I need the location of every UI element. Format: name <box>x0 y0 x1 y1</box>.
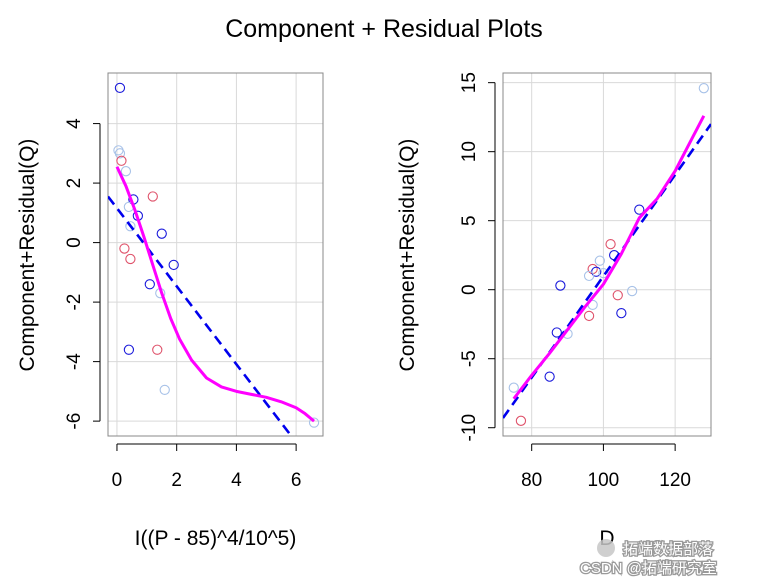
data-point <box>594 255 605 266</box>
y-tick-label: 10 <box>459 141 480 162</box>
data-point <box>698 83 709 94</box>
wechat-icon <box>597 539 615 557</box>
data-point <box>123 344 135 355</box>
y-tick-label: -2 <box>64 294 85 311</box>
y-axis: -10 -5 0 5 10 15 <box>459 72 496 441</box>
data-point <box>114 82 126 94</box>
watermark: 拓端数据部落 CSDN @拓端研究室 <box>579 539 718 578</box>
data-point <box>144 279 155 290</box>
smooth-line <box>512 115 706 400</box>
fit-line <box>503 123 711 419</box>
data-point <box>168 259 179 271</box>
x-tick-label: 80 <box>521 470 542 491</box>
y-tick-label: 5 <box>459 215 480 226</box>
plot-area <box>108 82 320 436</box>
data-point <box>125 221 136 232</box>
y-tick-label: 0 <box>459 284 480 295</box>
data-point <box>616 308 627 319</box>
data-point <box>119 243 130 254</box>
y-tick-label: -5 <box>459 350 480 367</box>
data-point <box>626 285 638 297</box>
smooth-line <box>115 166 315 423</box>
y-tick-label: -6 <box>64 413 85 430</box>
y-tick-label: 15 <box>459 72 480 93</box>
data-point <box>551 327 562 338</box>
data-point <box>612 290 623 301</box>
x-axis: 80 100 120 <box>521 443 691 491</box>
data-point <box>515 415 527 426</box>
y-tick-label: 0 <box>64 237 85 248</box>
data-point <box>583 310 595 322</box>
y-tick-label: 2 <box>64 178 85 189</box>
watermark-line1: 拓端数据部落 <box>623 541 713 558</box>
x-axis-label: I((P - 85)^4/10^5) <box>135 527 297 550</box>
data-point <box>544 371 555 382</box>
data-point <box>116 155 127 166</box>
data-point <box>308 417 320 428</box>
y-axis-label: Component+Residual(Q) <box>396 139 419 372</box>
y-tick-label: -10 <box>459 414 480 441</box>
panel-d-term: 80 100 120-10-5051015DComponent+Residual(Q… <box>396 72 712 550</box>
x-tick-label: 120 <box>659 470 691 491</box>
data-point <box>555 280 566 291</box>
x-tick-label: 100 <box>588 470 620 491</box>
x-axis: 0 2 4 6 <box>112 443 302 491</box>
plot-frame <box>107 72 324 437</box>
data-point <box>508 382 519 393</box>
data-point <box>598 267 609 279</box>
panel-p-term: 0 2 4 6 -6 -4 -2 0 2 4 I((P - 85)^4/10^5) Component… <box>16 72 324 550</box>
y-axis: -6 -4 -2 0 2 4 <box>64 118 101 430</box>
x-tick-label: 6 <box>291 470 302 491</box>
data-point <box>114 148 126 159</box>
fit-line <box>108 195 292 436</box>
data-point <box>147 191 158 202</box>
data-point <box>120 166 132 177</box>
data-point <box>159 384 170 396</box>
data-point <box>583 270 595 282</box>
x-tick-label: 2 <box>171 470 182 491</box>
y-tick-label: -4 <box>64 353 85 370</box>
data-point <box>634 204 645 215</box>
plot-frame <box>502 72 712 437</box>
x-tick-label: 0 <box>112 470 123 491</box>
watermark-line2: CSDN @拓端研究室 <box>580 560 717 577</box>
x-tick-label: 4 <box>231 470 242 491</box>
figure-title: Component + Residual Plots <box>225 15 543 43</box>
data-point <box>152 344 163 355</box>
y-axis-label: Component+Residual(Q) <box>16 139 39 372</box>
data-point <box>156 228 167 239</box>
y-tick-label: 4 <box>64 118 85 129</box>
data-point <box>605 238 616 250</box>
data-point <box>125 253 136 265</box>
plot-area <box>503 83 711 426</box>
